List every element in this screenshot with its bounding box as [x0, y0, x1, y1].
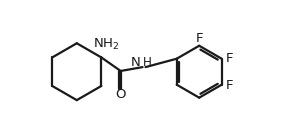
Text: N: N — [131, 56, 140, 69]
Text: O: O — [116, 88, 126, 101]
Text: H: H — [143, 56, 152, 69]
Text: NH$_2$: NH$_2$ — [93, 37, 119, 52]
Text: F: F — [195, 32, 203, 45]
Text: F: F — [226, 79, 233, 92]
Text: F: F — [226, 52, 233, 65]
